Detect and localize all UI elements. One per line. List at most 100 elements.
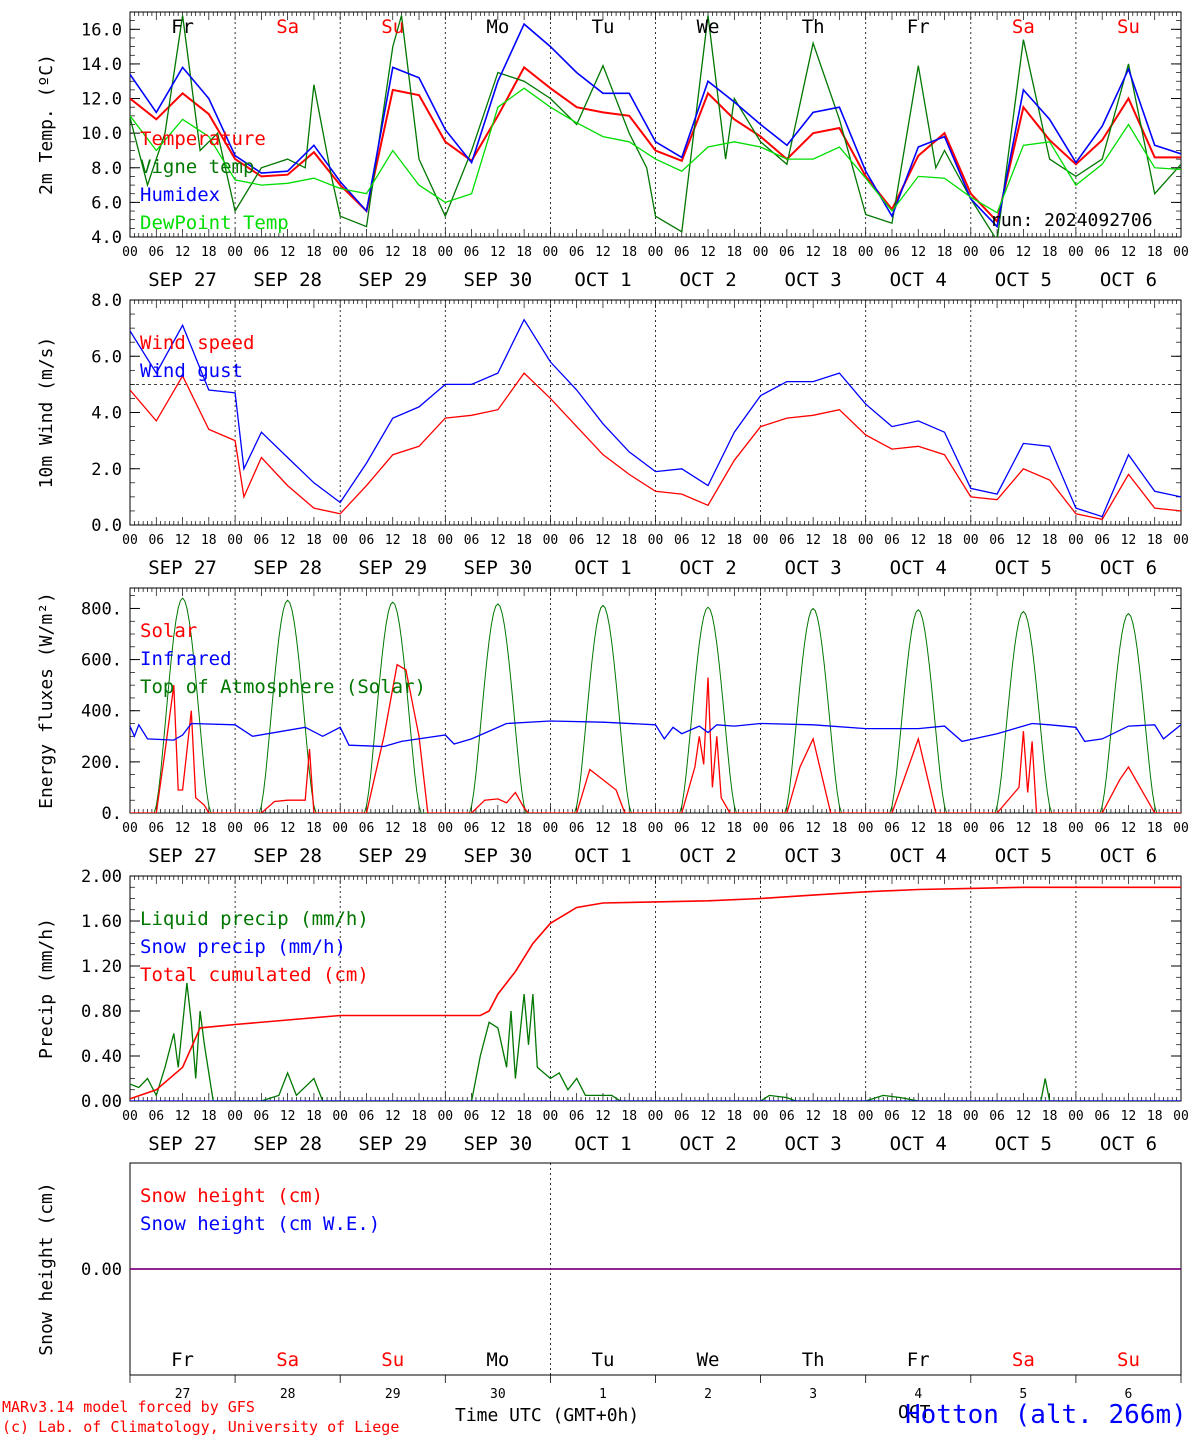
date-label: OCT 6 (1100, 845, 1157, 867)
hour-tick-label: 12 (175, 1109, 191, 1124)
hour-tick-label: 18 (201, 821, 217, 836)
hour-tick-label: 12 (1121, 1109, 1137, 1124)
hour-tick-label: 06 (674, 1109, 690, 1124)
weekday-top: Fr (171, 16, 194, 38)
hour-tick-label: 00 (1068, 821, 1084, 836)
panel-2: 0.0 2.0 4.0 6.0 8.0 10m Wind (m/s) Wind speed W… (36, 291, 1189, 579)
y-tick-label: 0. (102, 804, 122, 824)
hour-tick-label: 06 (148, 1109, 164, 1124)
date-label: SEP 28 (253, 845, 322, 867)
hour-tick-label: 00 (332, 1109, 348, 1124)
hour-tick-label: 00 (122, 533, 138, 548)
date-label: SEP 30 (464, 845, 533, 867)
day-number: 3 (809, 1387, 817, 1402)
date-label: OCT 2 (679, 1133, 736, 1155)
run-label: run: 2024092706 (990, 210, 1153, 231)
y-tick-label: 0.40 (81, 1047, 122, 1067)
hour-tick-label: 12 (385, 1109, 401, 1124)
date-label: SEP 27 (148, 557, 217, 579)
hour-tick-label: 12 (910, 245, 926, 260)
hour-tick-label: 00 (858, 245, 874, 260)
hour-tick-label: 12 (280, 1109, 296, 1124)
hour-tick-label: 18 (411, 245, 427, 260)
hour-tick-label: 18 (1147, 1109, 1163, 1124)
y-tick-label: 2.00 (81, 867, 122, 887)
hour-tick-label: 18 (621, 1109, 637, 1124)
hour-tick-label: 06 (884, 245, 900, 260)
y-axis-label: Snow height (cm) (36, 1182, 57, 1355)
hour-tick-label: 00 (332, 245, 348, 260)
hour-tick-label: 00 (227, 245, 243, 260)
hour-tick-label: 18 (832, 821, 848, 836)
hour-tick-label: 00 (753, 245, 769, 260)
hour-tick-label: 00 (858, 821, 874, 836)
hour-tick-label: 06 (254, 245, 270, 260)
hour-tick-label: 12 (1121, 533, 1137, 548)
hour-tick-label: 00 (437, 245, 453, 260)
day-number: 30 (490, 1387, 506, 1402)
hour-tick-label: 12 (1016, 245, 1032, 260)
hour-tick-label: 06 (884, 533, 900, 548)
hour-tick-label: 12 (1016, 821, 1032, 836)
hour-tick-label: 06 (779, 245, 795, 260)
legend-entry: Top of Atmosphere (Solar) (140, 676, 426, 698)
hour-tick-label: 18 (726, 245, 742, 260)
hour-tick-label: 06 (1094, 245, 1110, 260)
date-label: SEP 29 (358, 557, 427, 579)
legend-entry: Infrared (140, 648, 232, 670)
legend-entry: Wind gust (140, 360, 243, 382)
legend-entry: Vigne temp (140, 156, 254, 178)
hour-tick-label: 18 (516, 245, 532, 260)
hour-tick-label: 06 (359, 245, 375, 260)
date-label: OCT 1 (574, 557, 631, 579)
date-label: SEP 29 (358, 845, 427, 867)
series-line-toa (130, 597, 1181, 813)
hour-tick-label: 18 (411, 1109, 427, 1124)
hour-tick-label: 12 (280, 821, 296, 836)
hour-tick-label: 12 (490, 1109, 506, 1124)
hour-tick-label: 00 (122, 245, 138, 260)
weekday-bottom: Sa (276, 1349, 299, 1371)
y-axis-label: Precip (mm/h) (36, 918, 57, 1059)
hour-tick-label: 00 (753, 533, 769, 548)
y-tick-label: 400. (81, 702, 122, 722)
date-label: OCT 1 (574, 269, 631, 291)
legend-entry: DewPoint Temp (140, 212, 289, 234)
date-label: OCT 3 (785, 1133, 842, 1155)
hour-tick-label: 00 (1068, 245, 1084, 260)
hour-tick-label: 12 (490, 821, 506, 836)
date-label: OCT 4 (890, 845, 947, 867)
date-label: SEP 28 (253, 269, 322, 291)
date-label: SEP 28 (253, 1133, 322, 1155)
hour-tick-label: 00 (1173, 1109, 1189, 1124)
legend-entry: Humidex (140, 184, 220, 206)
hour-tick-label: 12 (490, 245, 506, 260)
hour-tick-label: 18 (201, 533, 217, 548)
hour-tick-label: 18 (1042, 821, 1058, 836)
hour-tick-label: 00 (543, 1109, 559, 1124)
hour-tick-label: 00 (543, 533, 559, 548)
hour-tick-label: 12 (175, 245, 191, 260)
y-tick-label: 600. (81, 651, 122, 671)
station-name: Hotton (alt. 266m) (905, 1400, 1187, 1430)
date-label: OCT 1 (574, 845, 631, 867)
hour-tick-label: 00 (122, 821, 138, 836)
model-credit: MARv3.14 model forced by GFS (2, 1398, 255, 1416)
hour-tick-label: 00 (437, 821, 453, 836)
hour-tick-label: 12 (280, 533, 296, 548)
date-label: OCT 2 (679, 557, 736, 579)
hour-tick-label: 00 (543, 821, 559, 836)
hour-tick-label: 12 (490, 533, 506, 548)
y-tick-label: 14.0 (81, 55, 122, 75)
hour-tick-label: 18 (621, 245, 637, 260)
hour-tick-label: 18 (306, 821, 322, 836)
date-label: SEP 28 (253, 557, 322, 579)
day-number: 1 (599, 1387, 607, 1402)
date-label: OCT 4 (890, 1133, 947, 1155)
y-tick-label: 0.00 (81, 1092, 122, 1112)
date-label: OCT 3 (785, 269, 842, 291)
hour-tick-label: 18 (201, 1109, 217, 1124)
hour-tick-label: 00 (227, 821, 243, 836)
hour-tick-label: 06 (464, 533, 480, 548)
panel-1: 4.0 6.0 8.0 10.0 12.0 14.0 16.0 2m Temp. (ºC) Te… (36, 11, 1189, 291)
